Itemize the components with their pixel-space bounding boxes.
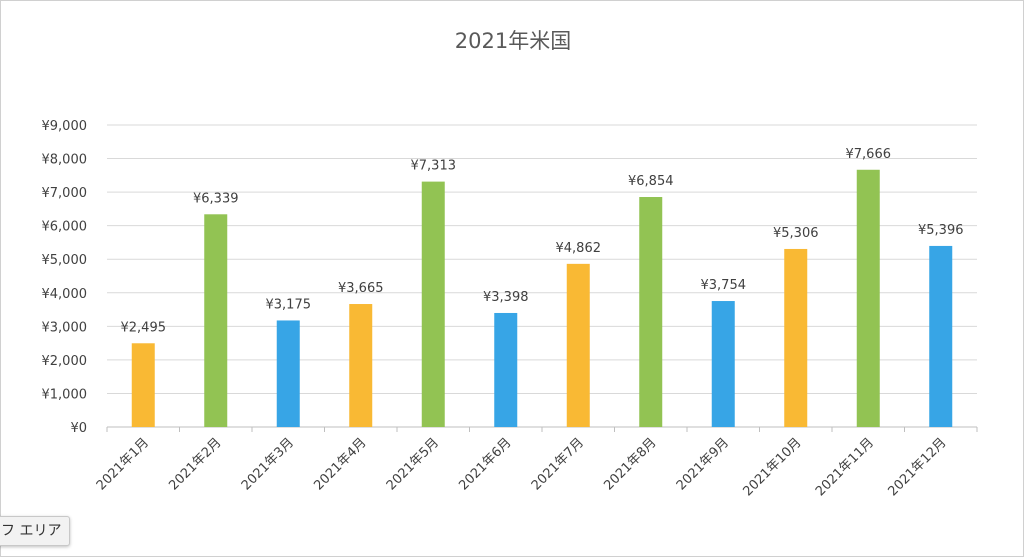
- bar: [204, 214, 228, 427]
- x-tick-label: 2021年6月: [456, 435, 514, 493]
- y-tick-label: ¥2,000: [42, 354, 88, 369]
- x-tick-label: 2021年7月: [529, 435, 587, 493]
- x-tick-label: 2021年3月: [239, 435, 297, 493]
- y-tick-label: ¥9,000: [42, 119, 88, 134]
- chart-title: 2021年米国: [454, 29, 572, 53]
- x-tick-label: 2021年10月: [740, 435, 804, 499]
- y-tick-label: ¥0: [70, 421, 87, 436]
- bar: [131, 343, 155, 427]
- x-tick-label: 2021年9月: [674, 435, 732, 493]
- data-label: ¥3,754: [701, 278, 747, 293]
- y-tick-label: ¥5,000: [42, 253, 88, 268]
- data-label: ¥6,339: [193, 191, 239, 206]
- data-label: ¥7,313: [411, 159, 457, 174]
- bar: [566, 263, 590, 427]
- data-label: ¥3,398: [483, 290, 529, 305]
- bar: [494, 312, 518, 427]
- bar: [276, 320, 300, 427]
- y-tick-label: ¥8,000: [42, 153, 88, 168]
- bar: [784, 248, 808, 427]
- y-tick-label: ¥1,000: [42, 387, 88, 402]
- data-label: ¥3,665: [338, 281, 384, 296]
- data-label: ¥4,862: [556, 241, 602, 256]
- bar: [929, 245, 953, 427]
- chart-area-tooltip: フ エリア: [0, 516, 71, 546]
- x-tick-label: 2021年5月: [384, 435, 442, 493]
- data-label: ¥6,854: [628, 174, 674, 189]
- x-tick-label: 2021年2月: [166, 435, 224, 493]
- data-label: ¥7,666: [846, 147, 892, 162]
- data-label: ¥2,495: [121, 320, 167, 335]
- bar: [349, 304, 373, 427]
- bar: [639, 197, 663, 427]
- bar: [421, 181, 445, 427]
- x-tick-label: 2021年12月: [885, 435, 949, 499]
- x-tick-label: 2021年8月: [601, 435, 659, 493]
- x-tick-label: 2021年1月: [94, 435, 152, 493]
- data-label: ¥5,396: [918, 223, 964, 238]
- y-tick-label: ¥6,000: [42, 220, 88, 235]
- y-tick-label: ¥4,000: [42, 287, 88, 302]
- y-tick-label: ¥7,000: [42, 186, 88, 201]
- data-label: ¥5,306: [773, 226, 819, 241]
- x-tick-label: 2021年11月: [813, 435, 877, 499]
- data-label: ¥3,175: [266, 297, 312, 312]
- bar: [856, 169, 880, 427]
- bar: [711, 301, 735, 427]
- y-tick-label: ¥3,000: [42, 320, 88, 335]
- x-tick-label: 2021年4月: [311, 435, 369, 493]
